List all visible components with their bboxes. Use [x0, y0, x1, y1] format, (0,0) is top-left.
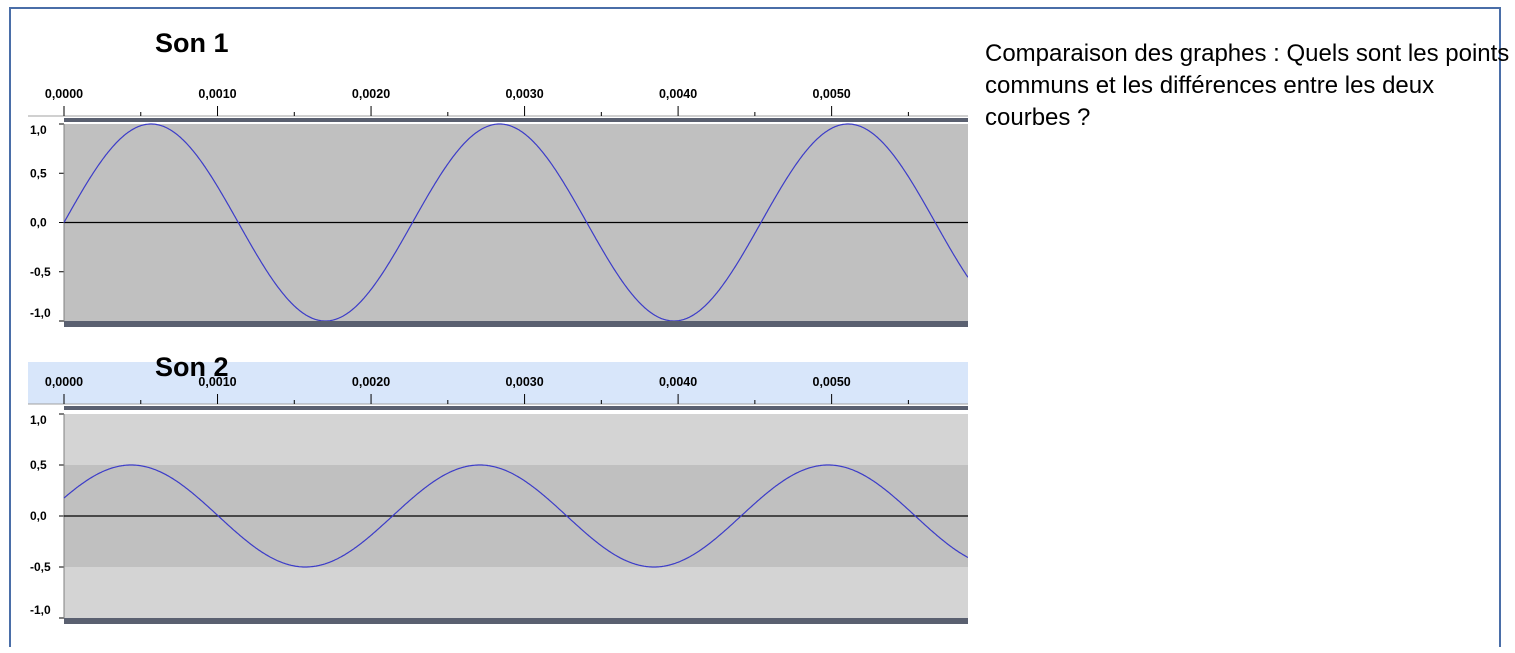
- page-frame: [9, 7, 1501, 647]
- x-tick-label: 0,0030: [505, 375, 543, 389]
- y-tick-label: 1,0: [30, 123, 47, 137]
- y-tick-label: 0,0: [30, 509, 47, 523]
- y-tick-label: -0,5: [30, 560, 51, 574]
- time-ruler: [28, 362, 968, 404]
- son2-title: Son 2: [155, 352, 229, 382]
- y-tick-label: -1,0: [30, 603, 51, 617]
- x-tick-label: 0,0040: [659, 375, 697, 389]
- x-tick-label: 0,0030: [505, 87, 543, 101]
- son2-waveform-chart: 0,0000 0,0010 0,0020 0,0030 0,0040 0,0050 1,0 0…: [28, 362, 968, 624]
- y-tick-label: -1,0: [30, 306, 51, 320]
- track-top-bar: [64, 118, 968, 122]
- son1-title: Son 1: [155, 28, 229, 58]
- waveform-line: [63, 123, 968, 322]
- x-tick-label: 0,0050: [813, 87, 851, 101]
- x-tick-label: 0,0000: [45, 375, 83, 389]
- x-tick-label: 0,0040: [659, 87, 697, 101]
- y-tick-label: 0,5: [30, 166, 47, 180]
- x-tick-label: 0,0020: [352, 87, 390, 101]
- x-tick-label: 0,0000: [45, 87, 83, 101]
- track-bottom-bar: [64, 321, 968, 327]
- x-tick-label: 0,0010: [198, 87, 236, 101]
- question-text: Comparaison des graphes : Quels sont les…: [985, 40, 1510, 131]
- track-top-bar: [64, 406, 968, 410]
- y-tick-label: -0,5: [30, 265, 51, 279]
- x-tick-label: 0,0050: [813, 375, 851, 389]
- y-tick-label: 0,5: [30, 458, 47, 472]
- y-axis-area: [28, 410, 64, 624]
- track-bottom-bar: [64, 618, 968, 624]
- waveform-line: [63, 464, 968, 568]
- y-tick-label: 0,0: [30, 216, 47, 230]
- y-tick-label: 1,0: [30, 413, 47, 427]
- x-tick-label: 0,0010: [198, 375, 236, 389]
- time-ruler: [28, 60, 968, 116]
- x-tick-label: 0,0020: [352, 375, 390, 389]
- y-axis-area: [28, 122, 64, 327]
- son1-waveform-chart: 0,0000 0,0010 0,0020 0,0030 0,0040 0,0050 1,0 0…: [28, 60, 968, 327]
